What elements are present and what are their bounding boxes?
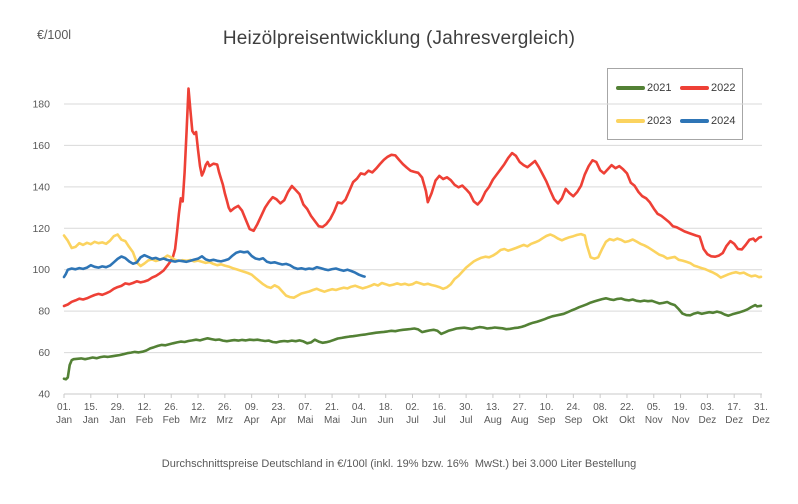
svg-text:02.Jul: 02. Jul <box>406 402 420 426</box>
legend: 2021 2022 2023 2024 <box>607 68 743 140</box>
svg-text:30.Jul: 30. Jul <box>459 402 473 426</box>
svg-text:17.Dez: 17. Dez <box>725 402 743 426</box>
svg-text:19.Nov: 19. Nov <box>672 402 690 426</box>
svg-text:60: 60 <box>38 347 50 359</box>
legend-swatch-2024 <box>680 119 709 123</box>
svg-text:23.Apr: 23. Apr <box>271 402 287 426</box>
series-line-2021 <box>62 297 763 381</box>
legend-label-2023: 2023 <box>647 115 672 127</box>
svg-text:24.Sep: 24. Sep <box>564 402 582 426</box>
svg-text:01.Jan: 01. Jan <box>56 402 72 426</box>
legend-swatch-2023 <box>616 119 645 123</box>
legend-item-2022: 2022 <box>680 82 744 94</box>
y-axis-labels: 40 60 80 100 120 140 160 180 <box>32 99 50 401</box>
svg-text:18.Jun: 18. Jun <box>378 402 394 426</box>
chart-title: Heizölpreisentwicklung (Jahresvergleich) <box>222 28 576 49</box>
legend-label-2021: 2021 <box>647 82 672 94</box>
svg-text:15.Jan: 15. Jan <box>83 402 99 426</box>
legend-label-2022: 2022 <box>711 82 736 94</box>
svg-text:12.Feb: 12. Feb <box>136 402 154 426</box>
svg-text:03.Dez: 03. Dez <box>698 402 716 426</box>
svg-text:16.Jul: 16. Jul <box>432 402 446 426</box>
legend-item-2021: 2021 <box>616 82 680 94</box>
svg-text:21.Mai: 21. Mai <box>324 402 340 426</box>
svg-text:40: 40 <box>38 389 50 401</box>
svg-text:29.Jan: 29. Jan <box>110 402 126 426</box>
svg-text:31.Dez: 31. Dez <box>752 402 770 426</box>
svg-text:22.Okt: 22. Okt <box>619 402 635 426</box>
svg-text:05.Nov: 05. Nov <box>645 402 663 426</box>
svg-text:26.Mrz: 26. Mrz <box>217 402 234 426</box>
line-chart-plot: 40 60 80 100 120 140 160 180 01. Jan 15. Jan 29. Jan 1… <box>32 87 770 426</box>
x-axis-ticks <box>63 394 762 398</box>
footnote: Durchschnittspreise Deutschland in €/100… <box>161 458 637 470</box>
svg-text:180: 180 <box>32 99 50 111</box>
svg-text:140: 140 <box>32 181 50 193</box>
svg-text:07.Mai: 07. Mai <box>297 402 313 426</box>
legend-swatch-2021 <box>616 86 645 90</box>
svg-text:08.Okt: 08. Okt <box>592 402 608 426</box>
svg-text:13.Aug: 13. Aug <box>484 402 502 426</box>
series-line-2022 <box>62 87 763 308</box>
gridlines <box>64 103 762 395</box>
svg-text:10.Sep: 10. Sep <box>538 402 556 426</box>
legend-swatch-2022 <box>680 86 709 90</box>
legend-item-2024: 2024 <box>680 115 744 127</box>
x-axis-labels: 01. Jan 15. Jan 29. Jan 12. Feb 26. Feb 12. Mrz 26. M… <box>56 402 770 426</box>
svg-text:04.Jun: 04. Jun <box>351 402 367 426</box>
series-line-2024 <box>62 250 366 279</box>
svg-text:27.Aug: 27. Aug <box>511 402 529 426</box>
svg-text:160: 160 <box>32 140 50 152</box>
legend-item-2023: 2023 <box>616 115 680 127</box>
svg-text:120: 120 <box>32 223 50 235</box>
svg-text:100: 100 <box>32 264 50 276</box>
svg-text:12.Mrz: 12. Mrz <box>190 402 207 426</box>
svg-text:09.Apr: 09. Apr <box>244 402 260 426</box>
legend-label-2024: 2024 <box>711 115 736 127</box>
y-axis-unit-label: €/100l <box>37 28 72 42</box>
svg-text:26.Feb: 26. Feb <box>163 402 181 426</box>
svg-text:80: 80 <box>38 306 50 318</box>
